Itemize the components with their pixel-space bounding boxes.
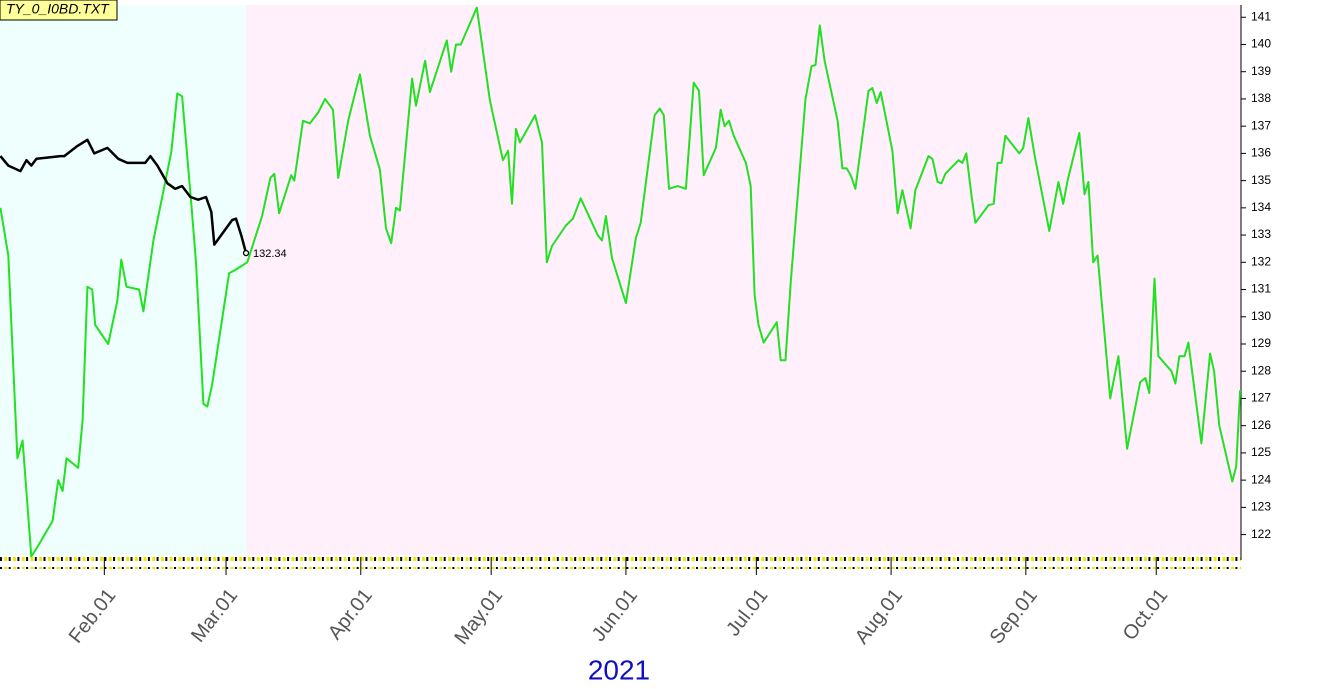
y-tick-label: 122 (1251, 527, 1271, 541)
y-tick-label: 125 (1251, 445, 1271, 459)
x-tick-label: Aug.01 (851, 585, 907, 648)
y-tick-label: 138 (1251, 91, 1271, 105)
history-shading (0, 5, 247, 555)
x-tick-label: Sep.01 (986, 585, 1042, 648)
x-tick-label: Mar.01 (187, 585, 242, 647)
line-series (0, 138, 248, 254)
x-tick-label: Apr.01 (324, 585, 377, 644)
minor-ticks (0, 557, 1241, 569)
chart-title: TY_0_I0BD.TXT (6, 1, 110, 17)
y-tick-label: 127 (1251, 391, 1271, 405)
x-tick-label: May.01 (450, 585, 507, 649)
y-tick-label: 130 (1251, 309, 1271, 323)
y-tick-label: 126 (1251, 418, 1271, 432)
y-tick-label: 134 (1251, 200, 1271, 214)
x-tick-label: Jun.01 (588, 585, 642, 646)
x-axis-label: 2021 (588, 654, 650, 685)
y-tick-label: 141 (1251, 9, 1271, 23)
y-tick-label: 131 (1251, 282, 1271, 296)
y-tick-label: 135 (1251, 173, 1271, 187)
x-tick-label: Jul.01 (722, 585, 772, 641)
y-tick-label: 137 (1251, 118, 1271, 132)
x-tick-label: Feb.01 (65, 585, 121, 648)
y-tick-label: 132 (1251, 254, 1271, 268)
x-tick-label: Oct.01 (1119, 585, 1173, 645)
y-tick-label: 123 (1251, 500, 1271, 514)
y-tick-label: 140 (1251, 37, 1271, 51)
line-series (0, 6, 1242, 558)
annotation: 132.34 (253, 248, 287, 260)
y-tick-label: 124 (1251, 472, 1271, 486)
y-tick-label: 128 (1251, 363, 1271, 377)
marks (0, 6, 1242, 558)
y-tick-label: 136 (1251, 146, 1271, 160)
title-box (0, 0, 118, 21)
y-tick-label: 139 (1251, 64, 1271, 78)
last-point (242, 249, 250, 257)
y-tick-label: 133 (1251, 227, 1271, 241)
y-tick-label: 129 (1251, 336, 1271, 350)
